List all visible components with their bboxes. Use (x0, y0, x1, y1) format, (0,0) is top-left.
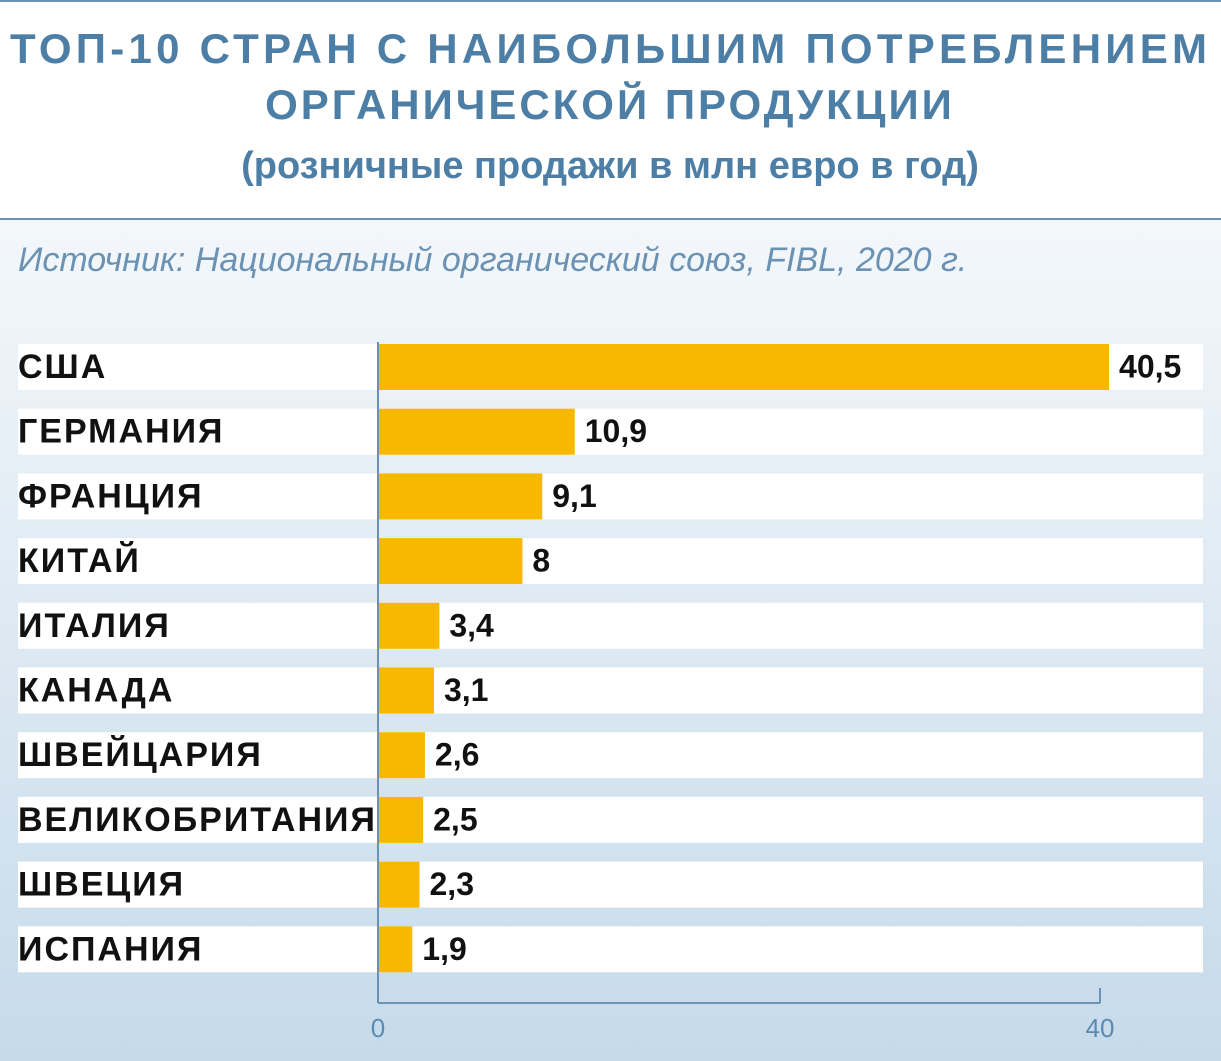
value-label: 8 (532, 543, 550, 579)
bar (378, 732, 425, 779)
y-tick-label: КАНАДА (18, 671, 174, 709)
row-band (18, 408, 1203, 455)
y-tick-label: ВЕЛИКОБРИТАНИЯ (18, 801, 377, 839)
x-tick-label: 40 (1086, 1013, 1115, 1043)
row-band (18, 602, 1203, 649)
bar (378, 473, 543, 520)
value-label: 1,9 (422, 931, 466, 967)
y-tick-label: США (18, 348, 107, 386)
row-band (18, 732, 1203, 779)
row-band (18, 473, 1203, 520)
bar (378, 602, 440, 649)
value-label: 3,4 (449, 607, 494, 643)
bar (378, 667, 434, 714)
value-label: 40,5 (1119, 348, 1181, 384)
y-tick-label: КИТАЙ (18, 541, 141, 580)
y-tick-label: ГЕРМАНИЯ (18, 413, 225, 451)
source-note: Источник: Национальный органический союз… (18, 241, 967, 279)
value-label: 3,1 (444, 672, 488, 708)
value-label: 2,3 (430, 866, 474, 902)
row-band (18, 538, 1203, 585)
y-tick-label: ИТАЛИЯ (18, 607, 171, 645)
chart-title: ОРГАНИЧЕСКОЙ ПРОДУКЦИИ (265, 80, 955, 128)
bar (378, 926, 413, 973)
bar (378, 861, 420, 908)
bar (378, 538, 523, 585)
header-band (0, 0, 1221, 219)
value-label: 2,6 (435, 737, 479, 773)
row-band (18, 861, 1203, 908)
y-tick-label: ШВЕЦИЯ (18, 866, 185, 904)
row-band (18, 796, 1203, 843)
value-label: 10,9 (585, 413, 647, 449)
y-tick-label: ФРАНЦИЯ (18, 477, 204, 515)
chart-title: ТОП-10 СТРАН С НАИБОЛЬШИМ ПОТРЕБЛЕНИЕМ (10, 25, 1210, 72)
value-label: 2,5 (433, 801, 477, 837)
value-label: 9,1 (552, 478, 596, 514)
bar (378, 408, 575, 455)
chart-subtitle: (розничные продажи в млн евро в год) (241, 145, 979, 187)
row-band (18, 667, 1203, 714)
bar (378, 796, 424, 843)
row-band (18, 926, 1203, 973)
bar (378, 344, 1110, 390)
x-tick-label: 0 (371, 1013, 385, 1043)
y-tick-label: ШВЕЙЦАРИЯ (18, 735, 263, 774)
y-tick-label: ИСПАНИЯ (18, 930, 203, 968)
